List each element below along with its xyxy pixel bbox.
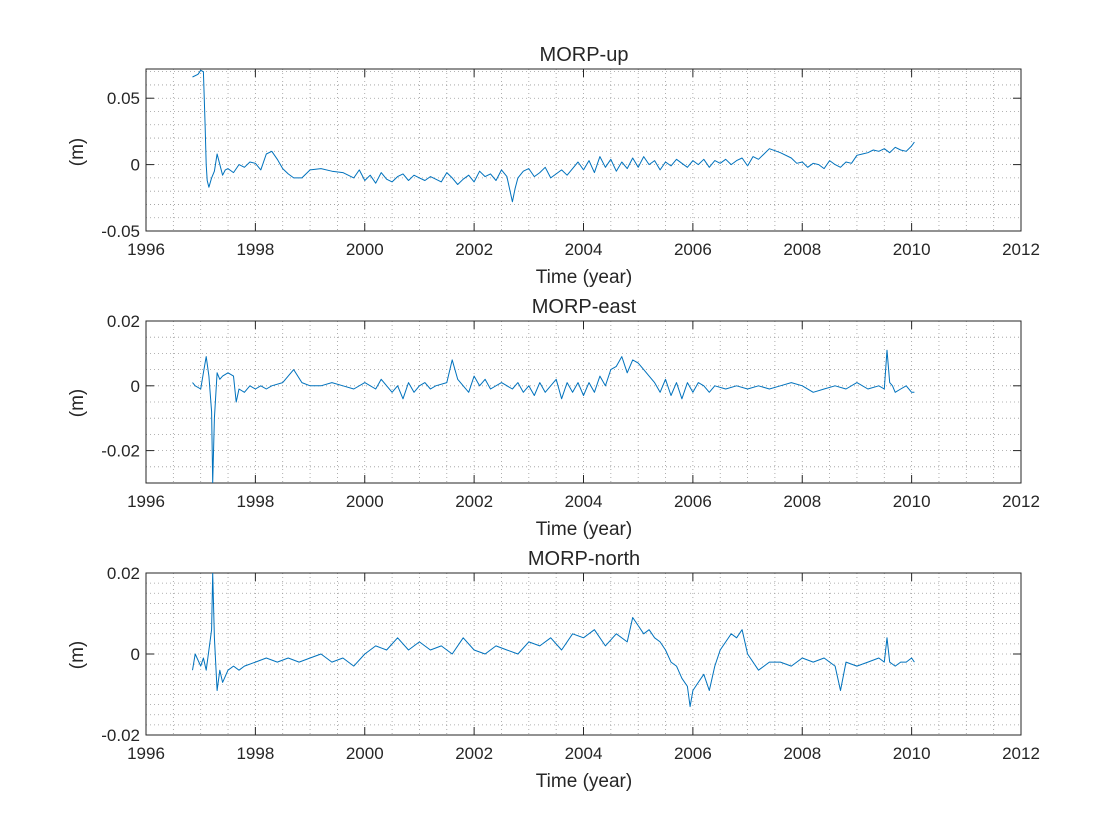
x-tick-label: 2010 <box>893 744 931 763</box>
minor-grid <box>146 69 1021 231</box>
x-tick-label: 2002 <box>455 744 493 763</box>
subplot-title: MORP-east <box>532 296 637 318</box>
subplot-title: MORP-up <box>540 44 629 66</box>
y-tick-label: 0.02 <box>107 564 140 583</box>
x-tick-label: 2006 <box>674 744 712 763</box>
x-tick-label: 2008 <box>783 240 821 259</box>
x-tick-label: 2012 <box>1002 492 1040 511</box>
x-tick-label: 2002 <box>455 240 493 259</box>
x-axis-label: Time (year) <box>536 267 632 288</box>
x-tick-label: 2010 <box>893 240 931 259</box>
x-tick-label: 2004 <box>565 744 603 763</box>
x-tick-label: 2004 <box>565 240 603 259</box>
y-tick-label: -0.02 <box>101 442 140 461</box>
y-tick-label: 0 <box>131 156 140 175</box>
y-tick-label: 0.05 <box>107 89 140 108</box>
x-tick-label: 2006 <box>674 240 712 259</box>
x-tick-label: 2008 <box>783 492 821 511</box>
x-tick-label: 2004 <box>565 492 603 511</box>
subplot-title: MORP-north <box>528 548 640 570</box>
x-tick-label: 1996 <box>127 492 165 511</box>
x-tick-label: 1998 <box>236 492 274 511</box>
x-tick-label: 2010 <box>893 492 931 511</box>
x-tick-label: 2012 <box>1002 744 1040 763</box>
x-tick-label: 1998 <box>236 240 274 259</box>
y-tick-label: 0.02 <box>107 312 140 331</box>
y-tick-label: -0.02 <box>101 726 140 745</box>
y-axis-label: (m) <box>67 389 88 417</box>
x-axis-label: Time (year) <box>536 771 632 792</box>
x-tick-label: 2002 <box>455 492 493 511</box>
subplot-up: MORP-up Time (year) (m) 1996 1998 2000 2002… <box>67 44 1040 288</box>
y-axis-label: (m) <box>67 641 88 669</box>
x-tick-label: 2008 <box>783 744 821 763</box>
x-tick-label: 2000 <box>346 744 384 763</box>
x-tick-label: 1998 <box>236 744 274 763</box>
x-tick-label: 2006 <box>674 492 712 511</box>
y-tick-label: 0 <box>131 645 140 664</box>
y-tick-label: -0.05 <box>101 222 140 241</box>
data-line <box>192 349 915 483</box>
x-tick-label: 1996 <box>127 744 165 763</box>
x-tick-label: 2000 <box>346 240 384 259</box>
data-line <box>192 69 915 203</box>
x-axis-label: Time (year) <box>536 519 632 540</box>
minor-grid <box>146 573 1021 735</box>
minor-grid <box>146 321 1021 483</box>
x-tick-label: 2000 <box>346 492 384 511</box>
x-tick-label: 2012 <box>1002 240 1040 259</box>
data-line <box>192 573 915 708</box>
x-tick-label: 1996 <box>127 240 165 259</box>
y-tick-label: 0 <box>131 377 140 396</box>
subplot-north: MORP-north Time (year) (m) 1996 1998 2000 2… <box>67 548 1040 792</box>
subplot-east: MORP-east Time (year) (m) 1996 1998 2000 20… <box>67 296 1040 540</box>
y-axis-label: (m) <box>67 138 88 166</box>
